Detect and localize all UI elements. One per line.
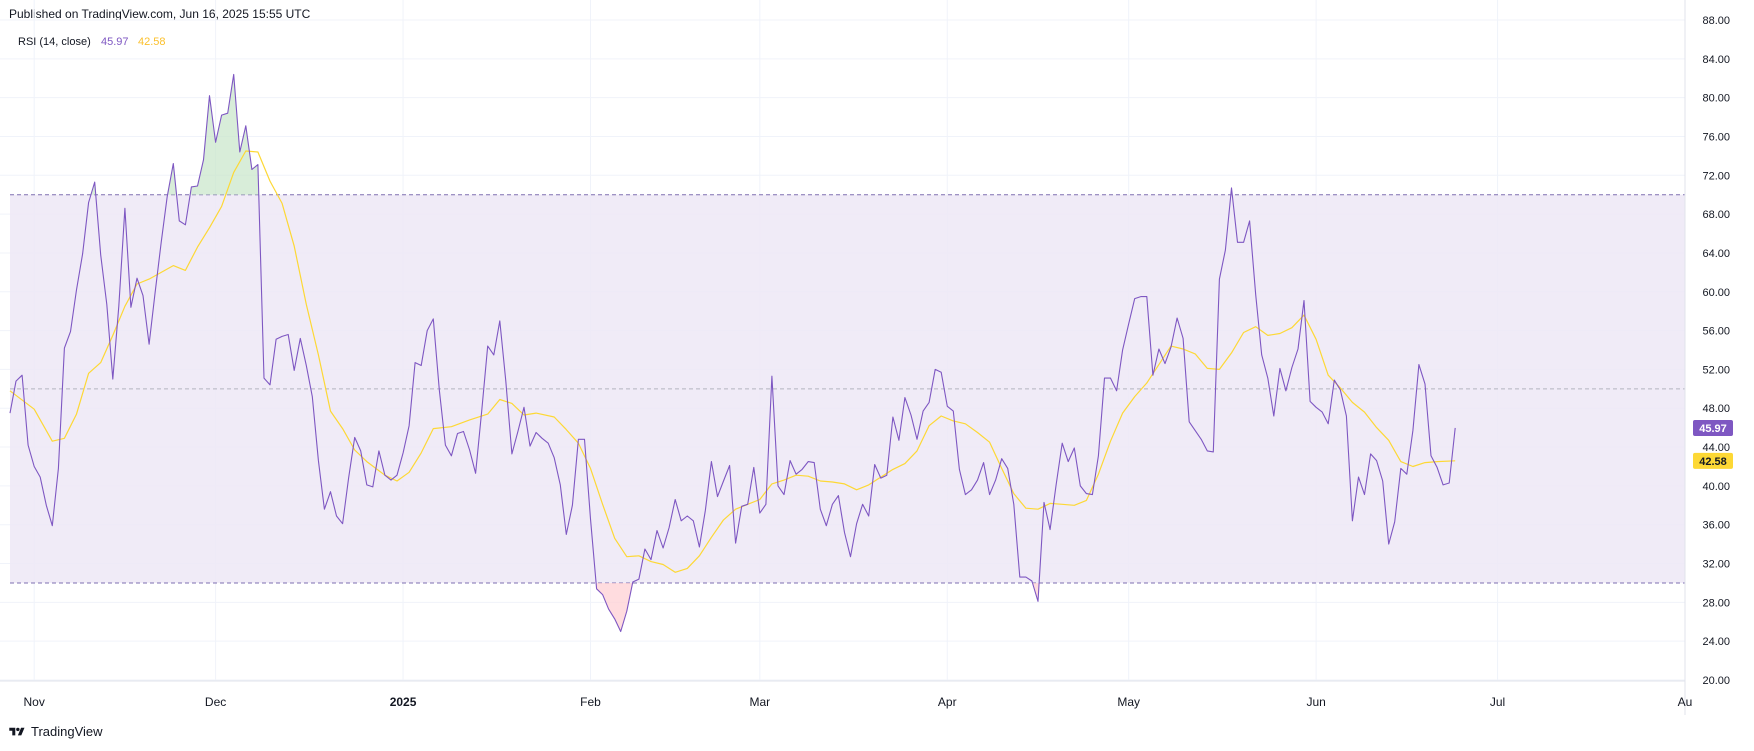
published-header: Published on TradingView.com, Jun 16, 20… bbox=[9, 7, 311, 21]
rsi-ma-series-line bbox=[9, 150, 1456, 573]
y-tick-label: 48.00 bbox=[1702, 403, 1730, 415]
footer-brand-text: TradingView bbox=[31, 724, 103, 739]
overbought-fill bbox=[167, 163, 177, 195]
y-tick-label: 32.00 bbox=[1702, 559, 1730, 571]
y-tick-label: 44.00 bbox=[1702, 442, 1730, 454]
chart-legend: RSI (14, close) 45.97 42.58 bbox=[18, 36, 166, 48]
y-tick-label: 64.00 bbox=[1702, 248, 1730, 260]
y-tick-label: 24.00 bbox=[1702, 636, 1730, 648]
y-tick-label: 72.00 bbox=[1702, 170, 1730, 182]
y-tick-label: 60.00 bbox=[1702, 287, 1730, 299]
overbought-fill bbox=[190, 74, 259, 195]
x-tick-label: 2025 bbox=[390, 695, 417, 709]
rsi-last-value-text: 45.97 bbox=[1699, 423, 1727, 435]
x-tick-label: Feb bbox=[580, 695, 601, 709]
rsi-series-line bbox=[9, 73, 1456, 633]
y-tick-label: 80.00 bbox=[1702, 93, 1730, 105]
band-layer bbox=[10, 194, 1685, 584]
x-tick-label: May bbox=[1117, 695, 1140, 709]
legend-indicator-label: RSI (14, close) bbox=[18, 36, 91, 48]
y-tick-label: 84.00 bbox=[1702, 54, 1730, 66]
x-tick-label: Au bbox=[1678, 695, 1693, 709]
ma-last-value-text: 42.58 bbox=[1699, 456, 1727, 468]
x-tick-label: Nov bbox=[24, 695, 45, 709]
y-tick-label: 20.00 bbox=[1702, 675, 1730, 687]
x-tick-label: Mar bbox=[749, 695, 770, 709]
y-tick-label: 28.00 bbox=[1702, 597, 1730, 609]
tradingview-logo-icon bbox=[9, 727, 25, 735]
x-axis-ticks: Nov Dec 2025 Feb Mar Apr May Jun Jul Au bbox=[24, 695, 1693, 709]
x-tick-label: Jul bbox=[1490, 695, 1505, 709]
x-tick-label: Dec bbox=[205, 695, 226, 709]
legend-ma-value: 42.58 bbox=[138, 36, 166, 48]
y-axis-ticks: 88.00 84.00 80.00 76.00 72.00 68.00 64.00 60.00… bbox=[1702, 15, 1730, 687]
ma-last-value-badge bbox=[1693, 452, 1733, 469]
y-tick-label: 36.00 bbox=[1702, 520, 1730, 532]
x-tick-label: Jun bbox=[1306, 695, 1325, 709]
y-tick-label: 40.00 bbox=[1702, 481, 1730, 493]
y-tick-label: 68.00 bbox=[1702, 209, 1730, 221]
x-tick-label: Apr bbox=[938, 695, 957, 709]
rsi-last-value-badge bbox=[1693, 419, 1733, 436]
y-tick-label: 88.00 bbox=[1702, 15, 1730, 27]
last-value-labels: 45.97 42.58 bbox=[1693, 419, 1733, 469]
oversold-fill bbox=[596, 582, 633, 632]
y-tick-label: 56.00 bbox=[1702, 326, 1730, 338]
y-tick-label: 52.00 bbox=[1702, 364, 1730, 376]
footer-branding: TradingView bbox=[9, 724, 103, 739]
legend-rsi-value: 45.97 bbox=[101, 36, 129, 48]
y-tick-label: 76.00 bbox=[1702, 131, 1730, 143]
series-layer bbox=[9, 73, 1456, 633]
